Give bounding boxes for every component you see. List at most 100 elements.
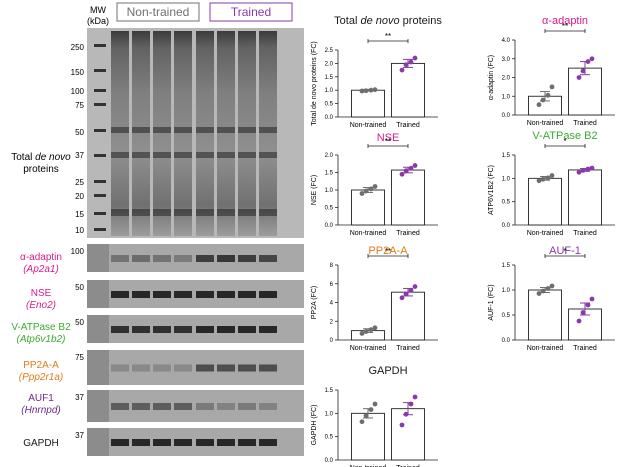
data-point	[585, 302, 591, 308]
y-tick-label: 1.0	[502, 288, 511, 294]
blot-band	[111, 403, 129, 410]
mw-tick-label: 75	[75, 101, 84, 110]
data-point	[403, 62, 409, 68]
data-point	[585, 59, 591, 64]
x-category-label: Non-trained	[350, 122, 387, 129]
data-point	[536, 102, 542, 108]
blot-band	[153, 255, 171, 262]
blot-band	[132, 439, 150, 446]
ladder-band	[94, 194, 106, 197]
bar-chart: PP2A-A 0 2 4 6 8 PP2A (FC) Non-trained Trained **	[311, 245, 438, 352]
blot-mw-label: 100	[71, 247, 85, 256]
mw-tick-label: 20	[75, 192, 84, 201]
trained-group-box	[209, 2, 293, 22]
main-blot-lane	[259, 31, 277, 236]
blot-protein-label: PP2A-A	[23, 360, 59, 371]
data-point	[589, 165, 595, 171]
main-blot-band	[196, 127, 214, 133]
blot-band	[196, 439, 214, 446]
main-blot-band	[196, 209, 214, 216]
x-category-label: Non-trained	[527, 230, 564, 237]
y-tick-label: 1.0	[325, 411, 334, 417]
main-blot-lane	[217, 31, 235, 236]
data-point	[408, 165, 414, 171]
significance-stars: **	[385, 32, 391, 41]
data-point	[368, 407, 374, 412]
nontrained-group-box	[116, 2, 200, 22]
y-tick-label: 0.0	[502, 223, 511, 229]
data-point	[368, 87, 374, 93]
y-axis-label: α-adaptin (FC)	[488, 55, 495, 100]
significance-stars: **	[562, 22, 568, 31]
bar	[391, 62, 425, 118]
y-tick-label: 4.0	[502, 38, 511, 44]
blot-mw-label: 75	[75, 353, 84, 362]
chart-title: α-adaptin	[542, 15, 588, 27]
y-tick-label: 0.5	[325, 102, 334, 108]
trained-group-label: Trained	[231, 5, 271, 19]
data-point	[549, 283, 555, 289]
chart-title: AUF-1	[549, 245, 581, 257]
main-blot-band	[259, 209, 277, 216]
data-point	[372, 184, 378, 189]
main-blot-lane	[153, 31, 171, 236]
y-tick-label: 6	[330, 282, 334, 288]
blot-row: 37 AUF1(Hnrnpd)	[21, 390, 304, 422]
bar	[351, 189, 385, 226]
main-blot-band	[217, 152, 235, 158]
main-blot: Total de novo proteins 250 150 100 75 50 37 25…	[11, 28, 304, 238]
ladder-band	[94, 180, 106, 183]
bar-chart: NSE 0.0 0.5 1.0 1.5 2.0 NSE (FC) Non-trained Tra…	[311, 132, 438, 237]
data-point	[399, 295, 405, 301]
small-blots: 100 α-adaptin(Ap2a1) 50 NSE(Eno2) 50 V-ATPase…	[11, 244, 304, 456]
blot-protein-label: α-adaptin	[20, 252, 62, 263]
blot-row: 100 α-adaptin(Ap2a1)	[20, 244, 304, 275]
blot-band	[259, 403, 277, 410]
blot-band	[259, 364, 277, 372]
blot-band	[196, 326, 214, 333]
blot-band	[174, 326, 192, 333]
main-blot-band	[132, 152, 150, 158]
blot-band	[238, 326, 256, 333]
blot-ladder-lane	[87, 244, 109, 272]
blot-band	[111, 291, 129, 298]
ladder-band	[94, 69, 106, 72]
data-point	[399, 422, 405, 428]
y-tick-label: 8	[330, 263, 334, 269]
data-point	[412, 394, 418, 400]
main-blot-band	[217, 127, 235, 133]
data-point	[412, 163, 418, 168]
y-tick-label: 1.5	[325, 75, 334, 81]
y-tick-label: 1.5	[502, 153, 511, 159]
blot-row: 50 V-ATPase B2(Atp6v1b2)	[11, 315, 304, 345]
data-point	[408, 59, 414, 65]
blot-gene-label: (Ap2a1)	[23, 264, 59, 275]
main-blot-band	[259, 127, 277, 133]
y-tick-label: 0.0	[502, 113, 511, 119]
y-tick-label: 2.0	[325, 153, 334, 159]
blot-band	[174, 291, 192, 298]
blot-band	[132, 255, 150, 262]
y-tick-label: 0.5	[502, 313, 511, 319]
bar	[351, 412, 385, 461]
data-point	[412, 55, 418, 61]
blot-band	[196, 291, 214, 298]
blot-band	[111, 255, 129, 262]
blot-row: 37 GAPDH	[23, 428, 304, 456]
blot-band	[153, 291, 171, 298]
x-category-label: Trained	[573, 120, 597, 127]
blot-mw-label: 37	[75, 393, 84, 402]
blot-band	[132, 291, 150, 298]
bar-chart: GAPDH 0.0 0.5 1.0 1.5 GAPDH (FC) Non-trained Tr…	[311, 365, 438, 467]
y-tick-label: 1.0	[325, 188, 334, 194]
data-point	[359, 419, 365, 425]
main-blot-band	[111, 209, 129, 216]
main-blot-label-line1: Total de novo	[11, 152, 71, 163]
data-point	[408, 287, 414, 293]
main-blot-band	[238, 152, 256, 158]
mw-tick-label: 100	[71, 87, 85, 96]
main-blot-band	[259, 152, 277, 158]
significance-stars: *	[563, 137, 566, 146]
y-tick-label: 1.5	[325, 171, 334, 177]
data-point	[536, 291, 542, 296]
